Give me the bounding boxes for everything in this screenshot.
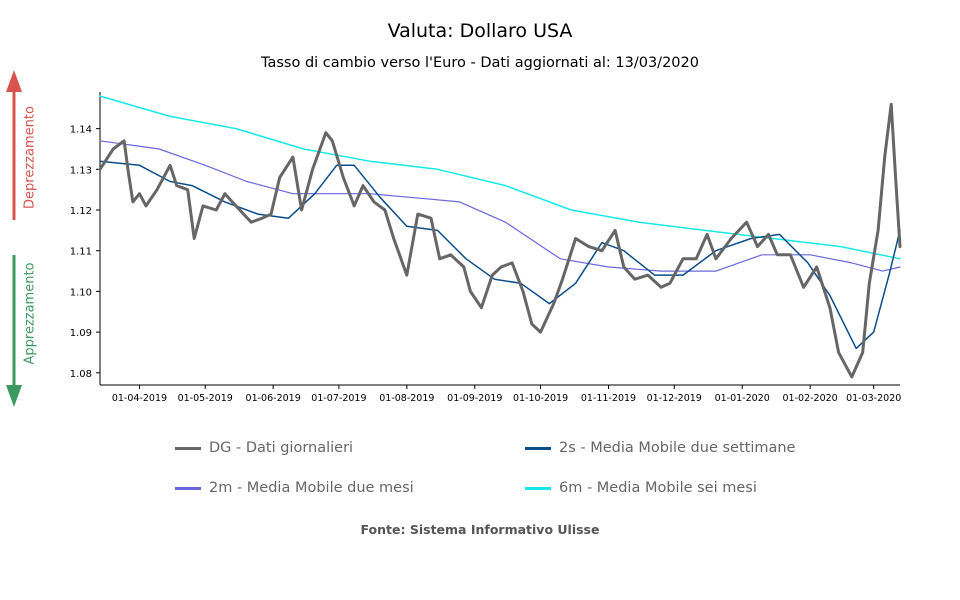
depreciation-arrow	[6, 70, 22, 220]
y-tick-label: 1.12	[70, 206, 92, 217]
appreciation-label: Apprezzamento	[22, 262, 38, 365]
chart-title: Valuta: Dollaro USA	[387, 20, 573, 42]
legend-label-2months: 2m - Media Mobile due mesi	[209, 480, 414, 496]
legend-swatch-6months	[525, 486, 551, 490]
x-tick-label: 01-12-2019	[647, 393, 702, 404]
x-tick-label: 01-02-2020	[783, 393, 838, 404]
y-tick-label: 1.10	[70, 287, 92, 298]
x-tick-label: 01-04-2019	[112, 393, 167, 404]
chart-axes: 1.08 1.09 1.10 1.11 1.12 1.13 1.14 01-04-2019 01…	[70, 92, 901, 404]
depreciation-label: Deprezzamento	[22, 106, 38, 209]
y-tick-label: 1.08	[70, 369, 92, 380]
appreciation-arrow	[6, 255, 22, 407]
legend-swatch-daily	[175, 446, 201, 450]
x-tick-label: 01-10-2019	[513, 393, 568, 404]
legend-item-2weeks: 2s - Media Mobile due settimane	[525, 440, 795, 456]
x-tick-label: 01-07-2019	[311, 393, 366, 404]
legend-swatch-2months	[175, 486, 201, 490]
x-tick-label: 01-11-2019	[581, 393, 636, 404]
x-tick-label: 01-01-2020	[715, 393, 770, 404]
chart-canvas: 1.08 1.09 1.10 1.11 1.12 1.13 1.14 01-04-2019 01…	[6, 70, 902, 407]
series-layer	[98, 95, 902, 379]
source-note: Fonte: Sistema Informativo Ulisse	[360, 522, 600, 537]
x-tick-label: 01-08-2019	[379, 393, 434, 404]
series-line-daily	[98, 102, 902, 379]
legend-item-6months: 6m - Media Mobile sei mesi	[525, 480, 757, 496]
series-line-2months	[99, 140, 901, 272]
chart-subtitle: Tasso di cambio verso l'Euro - Dati aggi…	[261, 55, 699, 71]
legend-label-daily: DG - Dati giornalieri	[209, 440, 354, 456]
legend-item-daily: DG - Dati giornalieri	[175, 440, 353, 456]
y-tick-label: 1.11	[70, 247, 92, 258]
x-tick-label: 01-06-2019	[246, 393, 301, 404]
y-tick-label: 1.14	[70, 125, 92, 136]
y-tick-label: 1.13	[70, 165, 92, 176]
legend-label-2weeks: 2s - Media Mobile due settimane	[559, 440, 796, 456]
legend-item-2months: 2m - Media Mobile due mesi	[175, 480, 414, 496]
x-tick-label: 01-03-2020	[846, 393, 901, 404]
legend-swatch-2weeks	[525, 446, 551, 450]
series-line-6months	[99, 95, 901, 260]
legend-label-6months: 6m - Media Mobile sei mesi	[559, 480, 757, 496]
y-tick-label: 1.09	[70, 328, 92, 339]
x-tick-label: 01-09-2019	[447, 393, 502, 404]
x-tick-label: 01-05-2019	[178, 393, 233, 404]
